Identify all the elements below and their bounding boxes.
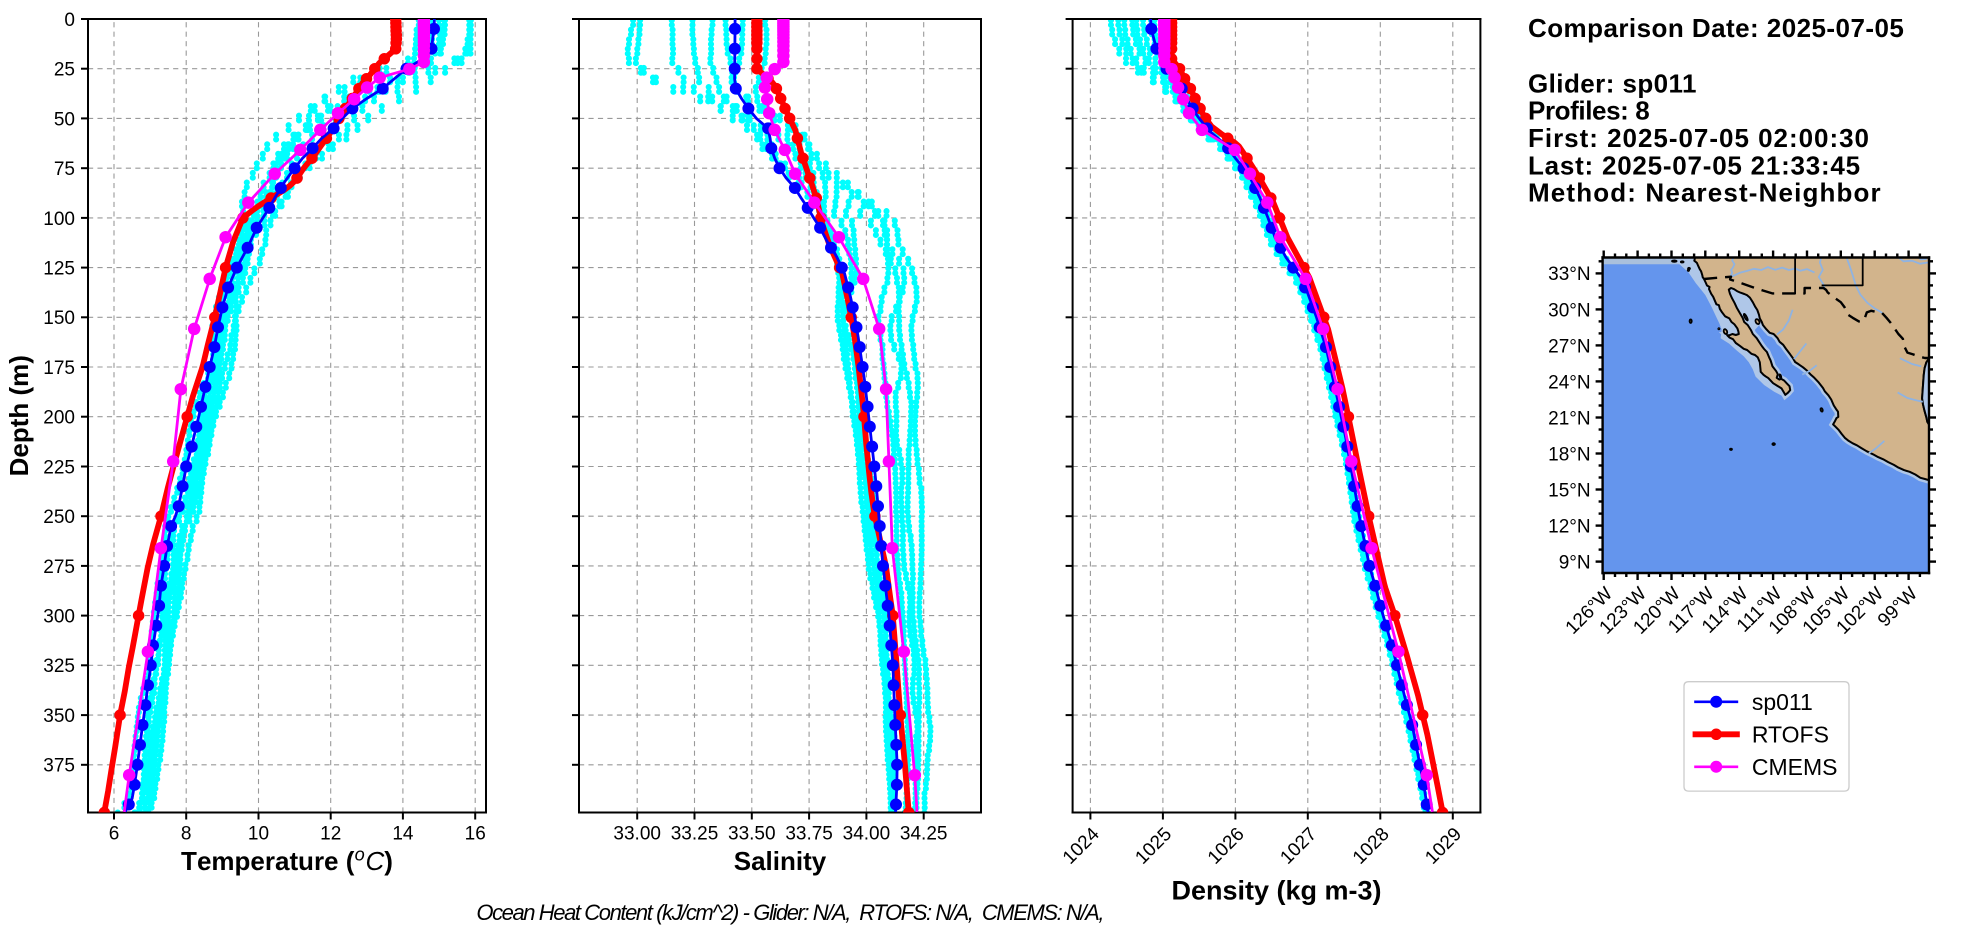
svg-text:21°N: 21°N: [1548, 408, 1590, 429]
svg-text:33.25: 33.25: [671, 823, 719, 844]
svg-text:CMEMS: CMEMS: [1752, 754, 1838, 780]
svg-text:16: 16: [465, 823, 486, 844]
svg-text:375: 375: [43, 756, 75, 777]
svg-text:25: 25: [54, 60, 75, 81]
svg-text:325: 325: [43, 656, 75, 677]
svg-text:33.50: 33.50: [728, 823, 776, 844]
svg-text:30°N: 30°N: [1548, 300, 1590, 321]
svg-text:100: 100: [43, 209, 75, 230]
svg-text:34.25: 34.25: [900, 823, 948, 844]
svg-text:14: 14: [392, 823, 414, 844]
svg-text:6: 6: [109, 823, 120, 844]
svg-text:50: 50: [54, 109, 75, 130]
svg-text:8: 8: [181, 823, 192, 844]
svg-text:10: 10: [248, 823, 269, 844]
svg-text:Profiles: 8: Profiles: 8: [1528, 96, 1649, 126]
svg-text:sp011: sp011: [1752, 689, 1813, 715]
svg-text:9°N: 9°N: [1559, 553, 1591, 574]
svg-text:Last: 2025-07-05 21:33:45: Last: 2025-07-05 21:33:45: [1528, 150, 1861, 180]
svg-text:RTOFS: RTOFS: [1752, 721, 1829, 747]
svg-text:75: 75: [54, 159, 75, 180]
svg-text:125: 125: [43, 259, 75, 280]
svg-text:First: 2025-07-05 02:00:30: First: 2025-07-05 02:00:30: [1528, 123, 1870, 153]
svg-text:Depth (m): Depth (m): [4, 355, 34, 476]
svg-text:Glider: sp011: Glider: sp011: [1528, 68, 1697, 98]
svg-text:33.75: 33.75: [785, 823, 833, 844]
svg-text:250: 250: [43, 507, 75, 528]
svg-text:12°N: 12°N: [1548, 516, 1590, 537]
svg-text:225: 225: [43, 457, 75, 478]
svg-text:18°N: 18°N: [1548, 444, 1590, 465]
svg-text:150: 150: [43, 308, 75, 329]
svg-text:0: 0: [64, 10, 75, 31]
svg-text:33.00: 33.00: [613, 823, 661, 844]
svg-text:Method: Nearest-Neighbor: Method: Nearest-Neighbor: [1528, 178, 1882, 208]
svg-text:350: 350: [43, 706, 75, 727]
svg-text:300: 300: [43, 607, 75, 628]
svg-text:275: 275: [43, 557, 75, 578]
svg-text:15°N: 15°N: [1548, 480, 1590, 501]
svg-text:Salinity: Salinity: [734, 846, 827, 876]
svg-text:Comparison Date: 2025-07-05: Comparison Date: 2025-07-05: [1528, 13, 1904, 43]
svg-text:T e m p: T e m p e r a t u r e ( ) o C: [181, 845, 397, 877]
svg-text:12: 12: [320, 823, 341, 844]
svg-text:27°N: 27°N: [1548, 336, 1590, 357]
svg-text:24°N: 24°N: [1548, 372, 1590, 393]
svg-text:175: 175: [43, 358, 75, 379]
svg-text:34.00: 34.00: [843, 823, 891, 844]
svg-text:Ocean Heat Content (kJ/cm^2) -: Ocean Heat Content (kJ/cm^2) - Glider: N…: [476, 900, 1103, 925]
svg-text:200: 200: [43, 408, 75, 429]
svg-text:Density (kg m-3): Density (kg m-3): [1171, 876, 1381, 906]
svg-text:33°N: 33°N: [1548, 264, 1590, 285]
